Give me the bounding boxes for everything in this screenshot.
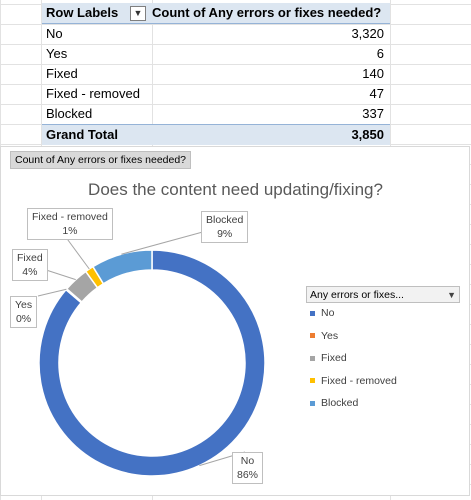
pivot-table: Row Labels ▼ Count of Any errors or fixe… <box>42 3 390 145</box>
leader-line <box>64 235 90 270</box>
data-label-category: No <box>240 455 255 467</box>
row-value: 3,320 <box>351 26 384 41</box>
count-header: Count of Any errors or fixes needed? <box>152 5 382 20</box>
donut-slice-blocked[interactable] <box>91 249 153 285</box>
legend-swatch <box>310 355 315 361</box>
legend-swatch <box>310 400 315 406</box>
legend-label: Fixed - removed <box>321 374 397 387</box>
legend-item[interactable]: No <box>310 306 334 320</box>
data-label-category: Yes <box>15 299 33 311</box>
legend-title: Any errors or fixes... <box>310 289 404 301</box>
grand-total-value: 3,850 <box>351 127 384 142</box>
legend-label: Blocked <box>321 397 359 409</box>
chart-title: Does the content need updating/fixing? <box>88 180 383 199</box>
legend-label: Fixed <box>321 352 347 364</box>
filter-dropdown-icon[interactable]: ▼ <box>130 6 146 21</box>
data-label-yes[interactable]: Yes 0% <box>10 296 38 328</box>
data-label-percent: 4% <box>22 266 38 278</box>
data-label-fixed-removed[interactable]: Fixed - removed 1% <box>27 208 113 240</box>
legend-field-button[interactable]: Any errors or fixes... ▼ <box>306 286 460 303</box>
data-label-percent: 86% <box>237 469 259 481</box>
legend-item[interactable]: Fixed <box>310 351 347 365</box>
legend-label: Yes <box>321 329 339 342</box>
legend-swatch <box>310 378 315 384</box>
legend-item[interactable]: Yes <box>310 329 338 343</box>
data-label-category: Fixed <box>17 252 43 264</box>
legend-swatch <box>310 333 315 339</box>
chart-field-button[interactable]: Count of Any errors or fixes needed? <box>10 151 192 169</box>
table-row: Fixed - removed 47 <box>42 84 390 104</box>
row-value: 337 <box>362 106 384 121</box>
row-label: Yes <box>46 46 68 61</box>
data-label-fixed[interactable]: Fixed 4% <box>12 249 48 281</box>
pivot-header-row: Row Labels ▼ Count of Any errors or fixe… <box>42 3 390 24</box>
data-label-category: Blocked <box>206 214 244 226</box>
leader-line <box>121 229 211 255</box>
table-row: No 3,320 <box>42 24 390 44</box>
data-label-percent: 0% <box>15 313 32 325</box>
row-label: Fixed - removed <box>46 86 140 101</box>
filter-dropdown-icon[interactable]: ▼ <box>447 290 456 300</box>
data-label-percent: 9% <box>217 228 233 240</box>
donut-slice-no[interactable] <box>38 249 266 477</box>
legend-label: No <box>321 307 335 319</box>
data-label-category: Fixed - removed <box>32 211 108 223</box>
grand-total-row: Grand Total 3,850 <box>42 124 390 145</box>
row-label: Blocked <box>46 106 93 121</box>
row-value: 47 <box>369 86 384 101</box>
legend-item[interactable]: Fixed - removed <box>310 374 397 388</box>
legend-swatch <box>310 310 315 316</box>
data-label-percent: 1% <box>62 225 78 237</box>
table-row: Fixed 140 <box>42 64 390 84</box>
table-row: Blocked 337 <box>42 104 390 124</box>
legend-item[interactable]: Blocked <box>310 396 358 410</box>
row-labels-header: Row Labels <box>46 5 119 20</box>
table-row: Yes 6 <box>42 44 390 64</box>
row-label: No <box>46 26 63 41</box>
row-value: 140 <box>362 66 384 81</box>
grand-total-label: Grand Total <box>46 127 118 142</box>
row-label: Fixed <box>46 66 78 81</box>
data-label-no[interactable]: No 86% <box>232 452 264 484</box>
leader-line <box>37 288 67 297</box>
data-label-blocked[interactable]: Blocked 9% <box>201 211 249 243</box>
row-value: 6 <box>376 46 384 61</box>
